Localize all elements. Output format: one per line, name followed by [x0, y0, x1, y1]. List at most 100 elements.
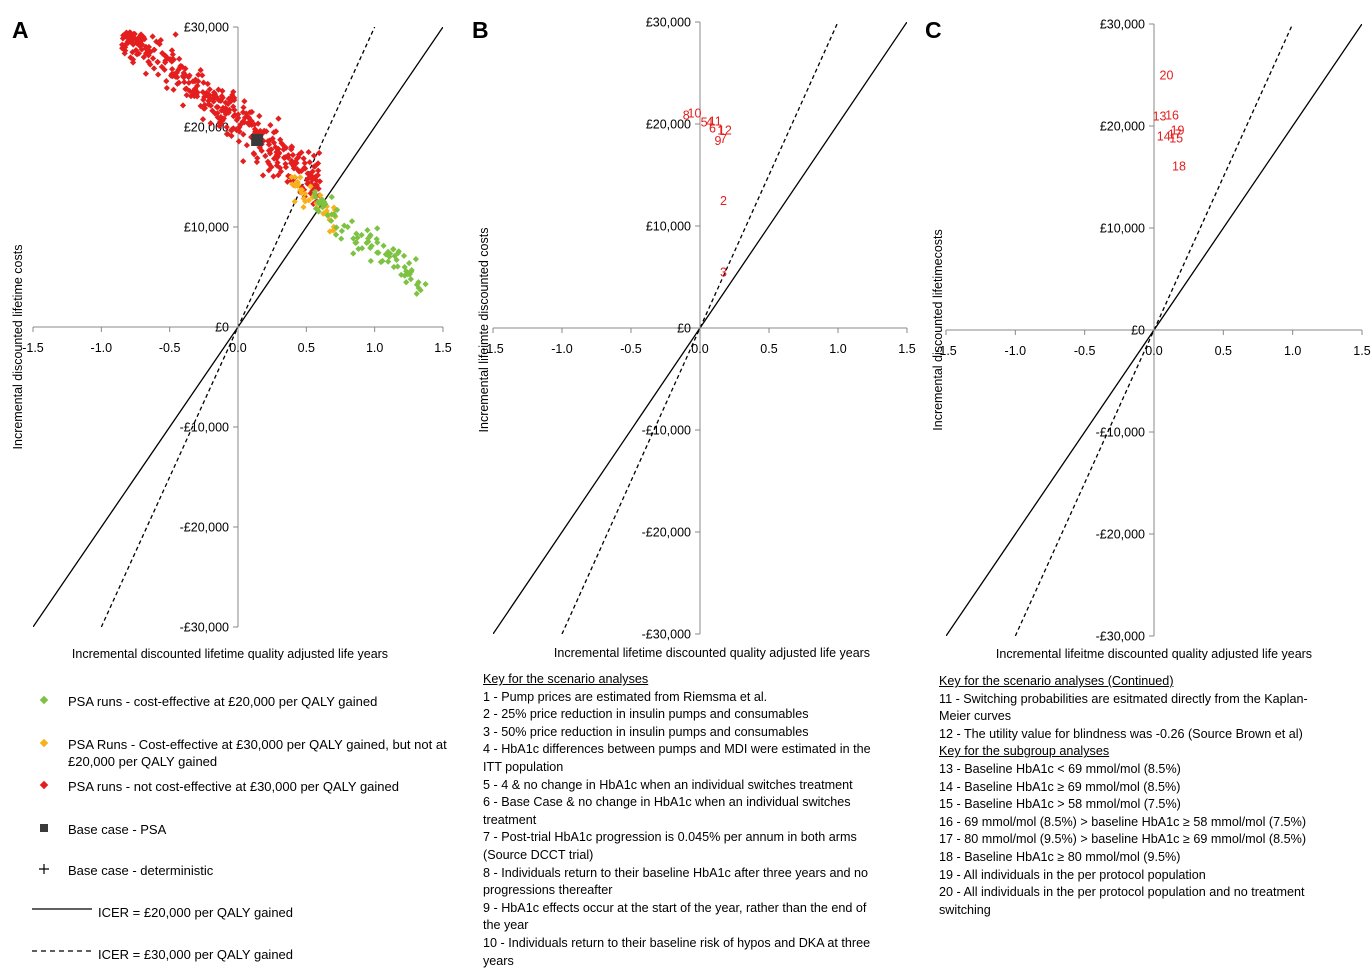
- y-axis-label: Incremental discounted lifetimecosts: [931, 229, 945, 430]
- data-point: [213, 103, 220, 111]
- data-point: [169, 51, 176, 58]
- data-point: [235, 114, 242, 122]
- data-point: [175, 79, 183, 86]
- data-point: [245, 114, 252, 121]
- data-point: [333, 206, 341, 214]
- data-point: [156, 41, 163, 48]
- data-point: [162, 57, 169, 64]
- data-point: [354, 234, 361, 241]
- data-point: [235, 138, 242, 145]
- y-tick-label: £0: [677, 322, 691, 336]
- y-tick-label: £20,000: [184, 121, 229, 135]
- data-point: [123, 30, 130, 37]
- series-0: [119, 29, 323, 208]
- data-point: [390, 263, 398, 271]
- key-line: switching: [939, 902, 991, 917]
- data-label: 4: [706, 115, 713, 129]
- key-line: 20 - All individuals in the per protocol…: [939, 885, 1305, 900]
- data-point: [407, 276, 414, 283]
- data-point: [373, 235, 380, 243]
- data-point: [194, 93, 201, 100]
- data-point: [185, 73, 192, 81]
- data-point: [282, 154, 289, 161]
- data-point: [400, 252, 408, 259]
- y-tick-label: £0: [1131, 324, 1145, 338]
- key-heading: Key for the scenario analyses: [483, 672, 649, 686]
- key-line: years: [483, 953, 514, 968]
- data-point: [278, 140, 285, 147]
- data-point: [212, 110, 219, 117]
- key-line: 8 - Individuals return to their baseline…: [483, 865, 869, 880]
- data-point: [270, 129, 277, 136]
- data-point: [176, 55, 183, 62]
- key-line: 14 - Baseline HbA1c ≥ 69 mmol/mol (8.5%): [939, 779, 1181, 794]
- data-point: [365, 235, 372, 242]
- key-line: 16 - 69 mmol/mol (8.5%) > baseline HbA1c…: [939, 814, 1307, 829]
- y-tick-label: £10,000: [184, 221, 229, 235]
- panel-letter: A: [12, 17, 29, 43]
- y-tick-label: £20,000: [1100, 120, 1145, 134]
- data-point: [256, 112, 263, 120]
- data-point: [235, 111, 242, 118]
- data-point: [307, 179, 314, 187]
- data-point: [161, 66, 168, 73]
- data-label: 11: [709, 114, 722, 128]
- figure: A -1.5 -1.0 -0.5 0.0 0.5 1.0 1.5 -£30,000 -£20,00…: [11, 16, 1371, 661]
- data-point: [239, 118, 246, 125]
- data-point: [243, 142, 250, 149]
- data-label: 20: [1160, 69, 1174, 83]
- data-point: [300, 204, 307, 211]
- y-axis-label: Incremental lifeimte discounted costs: [477, 228, 491, 433]
- data-point: [197, 67, 204, 74]
- x-tick-label: -1.0: [1005, 344, 1027, 358]
- data-point: [298, 149, 305, 156]
- data-point: [225, 95, 232, 102]
- x-tick-label: -0.5: [620, 342, 642, 356]
- data-point: [129, 56, 137, 63]
- data-point: [135, 50, 142, 57]
- data-point: [301, 164, 308, 171]
- y-tick-label: -£20,000: [642, 526, 691, 540]
- data-point: [338, 227, 346, 235]
- x-tick-label: 1.5: [1353, 344, 1370, 358]
- data-label: 1: [717, 124, 724, 138]
- data-label: 12: [718, 124, 732, 138]
- data-point: [338, 235, 345, 242]
- legend-item-orange: PSA Runs - Cost-effective at £30,000 per…: [30, 736, 470, 770]
- data-point: [398, 271, 405, 278]
- x-tick-label: -1.5: [482, 342, 504, 356]
- data-label: 18: [1172, 159, 1186, 173]
- legend-item-icer20: ICER = £20,000 per QALY gained: [30, 904, 470, 921]
- data-point: [275, 115, 282, 122]
- data-point: [298, 189, 305, 196]
- data-point: [406, 260, 413, 267]
- key-line: 18 - Baseline HbA1c ≥ 80 mmol/mol (9.5%): [939, 849, 1181, 864]
- data-label: 7: [720, 132, 727, 146]
- data-point: [172, 31, 179, 38]
- data-point: [200, 105, 208, 112]
- legend-item-base-det: Base case - deterministic: [30, 862, 470, 879]
- key-line: 7 - Post-trial HbA1c progression is 0.04…: [483, 830, 857, 845]
- data-point: [130, 33, 137, 40]
- data-point: [412, 255, 420, 263]
- x-tick-label: 0.0: [691, 342, 708, 356]
- red-diamond-icon: [30, 778, 58, 793]
- data-point: [186, 87, 193, 95]
- data-label: 9: [714, 134, 721, 148]
- data-point: [393, 256, 400, 264]
- y-tick-label: £10,000: [646, 220, 691, 234]
- x-tick-label: 1.0: [366, 341, 383, 355]
- legend-item-green: PSA runs - cost-effective at £20,000 per…: [30, 693, 470, 710]
- data-label: 8: [683, 108, 690, 122]
- data-label: 13: [1153, 109, 1167, 123]
- data-point: [308, 172, 315, 179]
- key-line: 2 - 25% price reduction in insulin pumps…: [483, 707, 809, 722]
- data-point: [385, 258, 392, 265]
- data-point: [200, 96, 207, 103]
- x-axis-label: Incremental discounted lifetime quality …: [72, 647, 388, 660]
- data-point: [358, 245, 366, 252]
- x-tick-label: -1.5: [935, 344, 957, 358]
- data-point: [240, 158, 247, 165]
- x-tick-label: 1.5: [898, 342, 915, 356]
- x-tick-label: 1.0: [1284, 344, 1301, 358]
